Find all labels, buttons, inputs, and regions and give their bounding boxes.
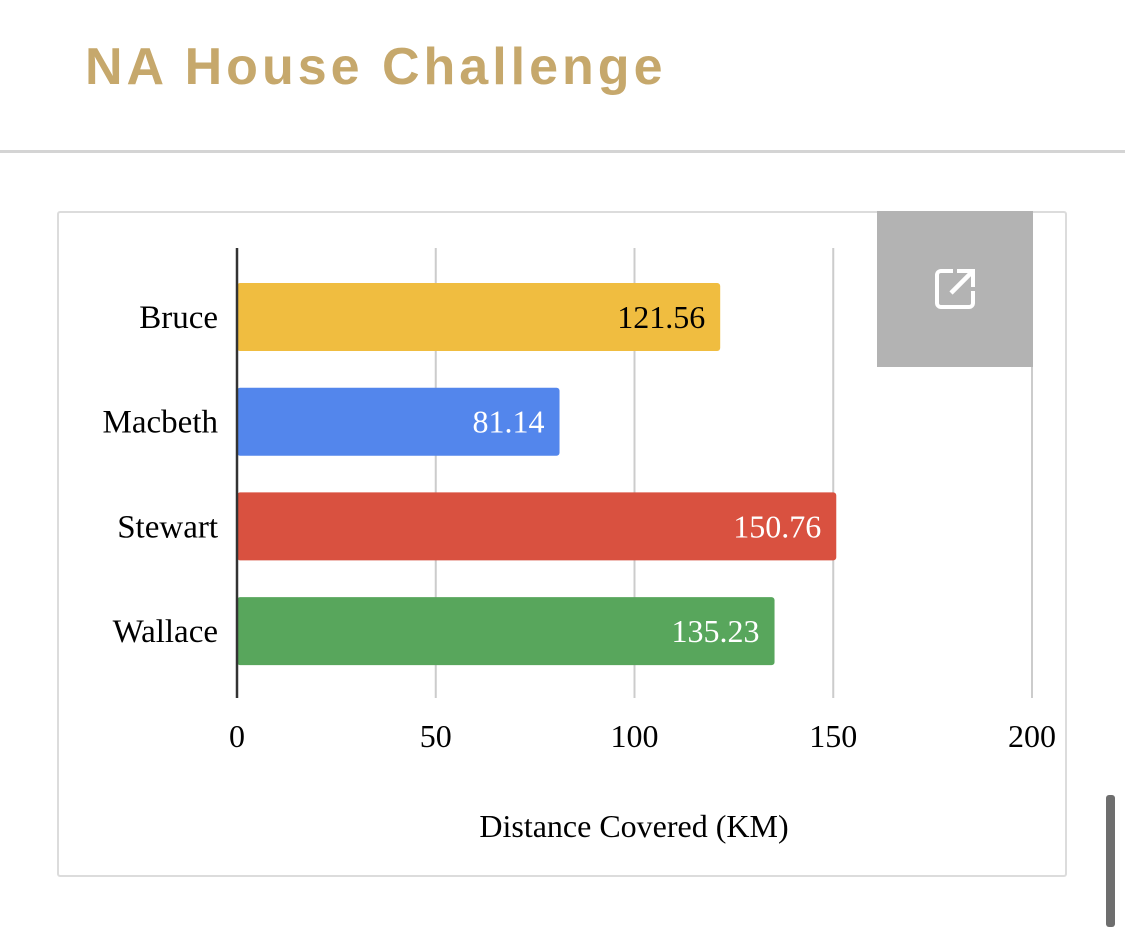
bar xyxy=(237,492,837,561)
data-label: 135.23 xyxy=(672,613,760,649)
x-tick-label: 200 xyxy=(1008,718,1056,754)
x-tick-label: 100 xyxy=(611,718,659,754)
category-label: Bruce xyxy=(139,300,218,336)
category-label: Stewart xyxy=(117,509,218,545)
open-in-new-icon xyxy=(935,269,975,309)
page-title: NA House Challenge xyxy=(85,38,667,96)
data-label: 81.14 xyxy=(473,404,545,440)
x-axis-title: Distance Covered (KM) xyxy=(479,808,788,844)
open-chart-button[interactable] xyxy=(877,211,1033,367)
data-label: 121.56 xyxy=(617,299,705,335)
x-tick-label: 50 xyxy=(420,718,452,754)
bar xyxy=(237,387,560,456)
scrollbar[interactable] xyxy=(1106,795,1115,927)
bar xyxy=(237,283,721,351)
x-tick-label: 0 xyxy=(229,718,245,754)
category-label: Macbeth xyxy=(103,405,219,441)
header-divider xyxy=(0,150,1125,153)
data-label: 150.76 xyxy=(733,508,821,544)
bar xyxy=(237,597,775,666)
category-label: Wallace xyxy=(113,614,218,650)
x-tick-label: 150 xyxy=(809,718,857,754)
